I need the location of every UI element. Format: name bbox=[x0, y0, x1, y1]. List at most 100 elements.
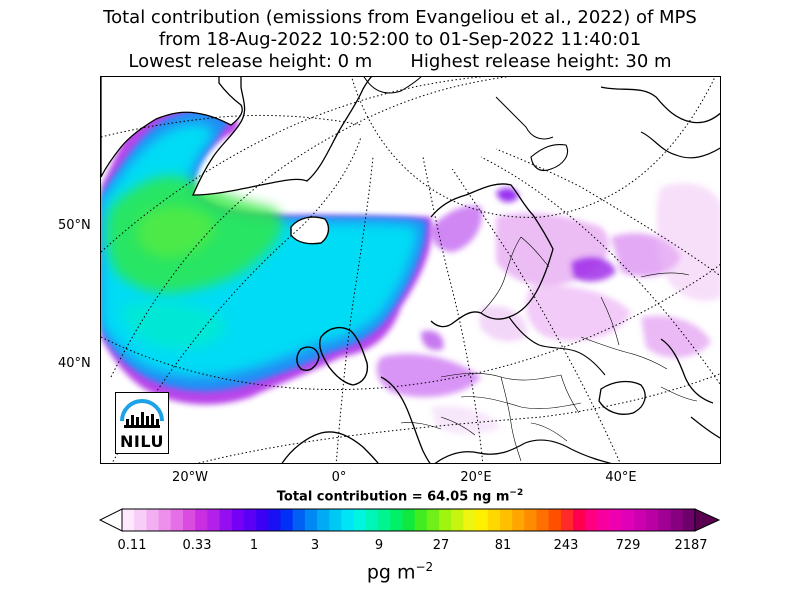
colorbar-segment bbox=[634, 509, 647, 531]
border bbox=[560, 374, 580, 414]
lon-label-20w: 20°W bbox=[172, 470, 208, 485]
colorbar-segment bbox=[292, 509, 306, 531]
lat-label-40n: 40°N bbox=[58, 356, 91, 371]
colorbar-segment bbox=[353, 509, 367, 531]
colorbar-segment bbox=[195, 509, 208, 531]
colorbar-tick: 3 bbox=[310, 538, 320, 553]
parallel-30 bbox=[197, 373, 720, 463]
colorbar-under-arrow bbox=[98, 508, 123, 532]
colorbar-segment bbox=[280, 509, 294, 531]
caspian-coast bbox=[660, 338, 714, 404]
colorbar-tick: 81 bbox=[494, 538, 512, 553]
colorbar-segment bbox=[670, 509, 684, 531]
colorbar-segment bbox=[219, 509, 233, 531]
franz-josef-land bbox=[495, 96, 554, 140]
map-period: from 18-Aug-2022 10:52:00 to 01-Sep-2022… bbox=[158, 29, 642, 50]
colorbar-segment bbox=[243, 509, 257, 531]
colorbar-tick: 0.33 bbox=[182, 538, 212, 553]
colorbar-segment bbox=[512, 509, 525, 531]
patch bbox=[430, 205, 482, 252]
colorbar-segment bbox=[646, 509, 660, 531]
border bbox=[480, 236, 522, 314]
colorbar-segment bbox=[487, 509, 501, 531]
meridian-east bbox=[495, 148, 720, 277]
graticule bbox=[101, 77, 720, 463]
field-teal-south bbox=[121, 301, 226, 349]
patch bbox=[656, 183, 720, 301]
patch bbox=[376, 353, 481, 397]
iceland bbox=[290, 216, 330, 245]
colorbar-unit: pg m−2 bbox=[0, 560, 800, 583]
nilu-logo-icon bbox=[120, 399, 164, 428]
patch bbox=[641, 315, 711, 358]
nilu-logo-text: NILU bbox=[120, 432, 164, 451]
colorbar-segment bbox=[207, 509, 221, 531]
colorbar-segment bbox=[475, 509, 489, 531]
europe-coast bbox=[380, 376, 431, 463]
colorbar-segment bbox=[256, 509, 269, 531]
ireland bbox=[296, 346, 320, 371]
colorbar-segment bbox=[341, 509, 355, 531]
colorbar-segment bbox=[329, 509, 343, 531]
lat-label-50n: 50°N bbox=[58, 218, 91, 233]
colorbar-over-arrow bbox=[694, 508, 721, 532]
colorbar-segment bbox=[268, 509, 282, 531]
british-isles bbox=[319, 326, 369, 386]
meridian-0 bbox=[335, 156, 374, 463]
colorbar-segment bbox=[621, 509, 635, 531]
arctic-russia-coast bbox=[600, 86, 720, 124]
colorbar-segment bbox=[317, 509, 330, 531]
meridian-60e bbox=[480, 156, 720, 385]
patch bbox=[431, 405, 501, 435]
colorbar-unit-text: pg m bbox=[366, 561, 416, 584]
colorbar-segment bbox=[402, 509, 416, 531]
lowest-release-height: Lowest release height: 0 m bbox=[128, 51, 373, 72]
colorbar-segment bbox=[231, 509, 245, 531]
colorbar-frame bbox=[121, 508, 696, 532]
colorbar-segment bbox=[304, 509, 318, 531]
patch bbox=[421, 330, 444, 351]
lon-label-20e: 20°E bbox=[460, 470, 492, 485]
parallel-40 bbox=[101, 263, 720, 391]
border bbox=[440, 416, 476, 436]
colorbar-unit-exponent: −2 bbox=[415, 560, 434, 574]
colorbar-segment bbox=[585, 509, 599, 531]
colorbar-segment bbox=[170, 509, 184, 531]
colorbar-segment bbox=[573, 509, 586, 531]
novaya-zemlya bbox=[530, 143, 569, 172]
parallel-60 bbox=[110, 77, 510, 378]
black-sea bbox=[598, 380, 646, 415]
border bbox=[660, 386, 698, 402]
colorbar-segment bbox=[597, 509, 611, 531]
mediterranean-coast bbox=[434, 439, 612, 463]
colorbar-tick: 27 bbox=[432, 538, 450, 553]
concentration-field bbox=[101, 90, 720, 435]
colorbar-segments bbox=[122, 509, 696, 531]
arctic-coast-2 bbox=[640, 131, 720, 159]
border bbox=[580, 336, 668, 370]
border bbox=[400, 422, 442, 430]
colorbar-segment bbox=[134, 509, 147, 531]
colorbar-segment bbox=[524, 509, 538, 531]
country-borders bbox=[400, 236, 698, 462]
colorbar-segment bbox=[536, 509, 550, 531]
patch bbox=[571, 256, 616, 282]
parallel-70 bbox=[351, 77, 716, 218]
colorbar-segment bbox=[499, 509, 513, 531]
nilu-logo: NILU bbox=[115, 392, 169, 454]
greenland-east bbox=[192, 77, 373, 196]
colorbar-segment bbox=[560, 509, 574, 531]
colorbar-segment bbox=[682, 509, 696, 531]
colorbar-segment bbox=[548, 509, 562, 531]
iberia-coast bbox=[281, 431, 379, 463]
border bbox=[640, 272, 690, 278]
svalbard-region bbox=[363, 77, 422, 94]
colorbar-segment bbox=[463, 509, 477, 531]
colorbar-segment bbox=[378, 509, 391, 531]
colorbar-segment bbox=[146, 509, 160, 531]
total-contribution-exponent: −2 bbox=[509, 488, 524, 498]
release-heights: Lowest release height: 0 m Highest releas… bbox=[0, 51, 800, 73]
colorbar-segment bbox=[182, 509, 196, 531]
greenland bbox=[101, 77, 243, 178]
total-contribution-text: Total contribution = 64.05 ng m bbox=[276, 489, 510, 505]
